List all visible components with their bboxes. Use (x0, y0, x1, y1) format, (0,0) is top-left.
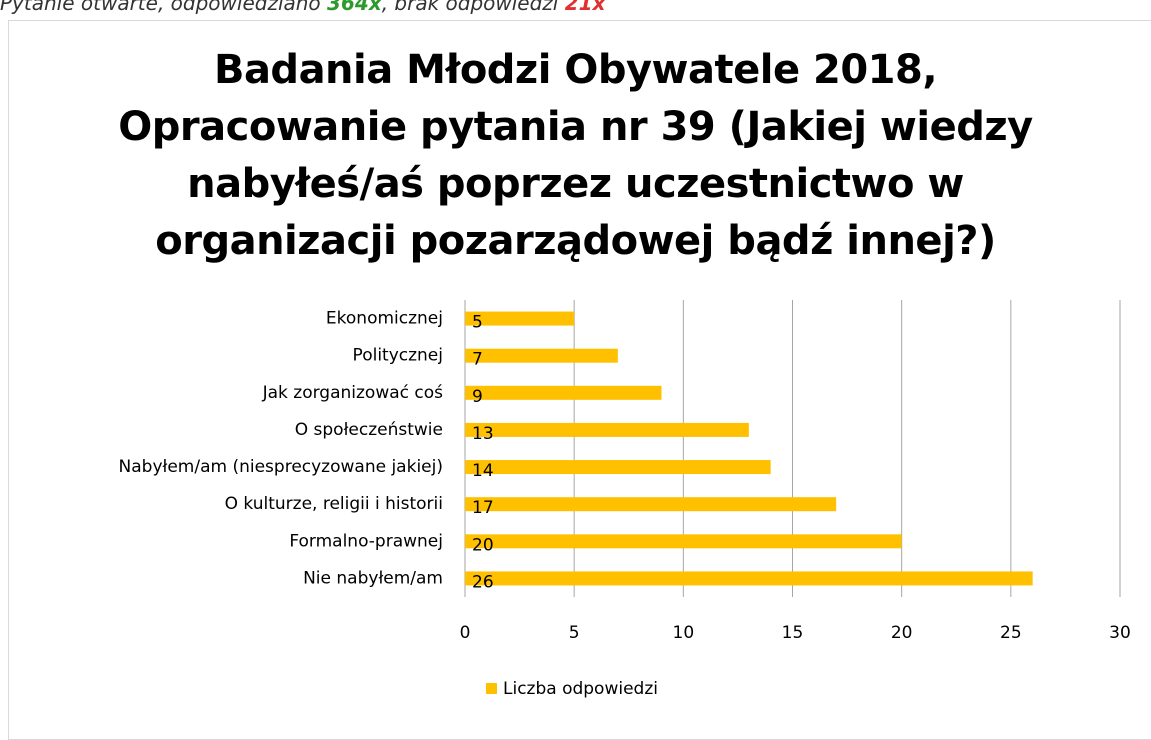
y-tick-label: Politycznej (353, 346, 443, 366)
y-tick-label: O kulturze, religii i historii (225, 494, 443, 514)
data-label: 20 (472, 535, 494, 555)
y-tick-label: Nabyłem/am (niesprecyzowane jakiej) (119, 457, 443, 477)
x-tick-label: 25 (1000, 623, 1022, 643)
data-label: 9 (472, 387, 483, 407)
bar (465, 571, 1033, 586)
bar (465, 460, 771, 475)
bar (465, 422, 749, 437)
y-tick-label: Ekonomicznej (326, 309, 443, 329)
legend-label: Liczba odpowiedzi (503, 679, 658, 699)
x-tick-label: 5 (569, 623, 580, 643)
note: Pytanie otwarte, odpowiedziano 364x, bra… (0, 0, 605, 15)
y-tick-label: O społeczeństwie (295, 420, 443, 440)
bar (465, 534, 902, 549)
note-text: , brak odpowiedzi (381, 0, 565, 15)
data-label: 7 (472, 350, 483, 370)
chart: 0 5 10 15 20 25 30 Ekonomicznej 5 Politycznej 7 Jak… (119, 300, 1131, 699)
data-label: 26 (472, 572, 494, 592)
answered: 364x (327, 0, 382, 15)
chart-title: Badania Młodzi Obywatele 2018, Opracowan… (118, 47, 1033, 264)
x-tick-label: 30 (1109, 623, 1131, 643)
bar (465, 348, 618, 363)
data-label: 17 (472, 498, 494, 518)
data-label: 14 (472, 461, 494, 481)
x-tick-label: 20 (891, 623, 913, 643)
x-tick-label: 10 (673, 623, 695, 643)
unanswered: 21x (564, 0, 606, 15)
data-label: 13 (472, 424, 494, 444)
note-text: Pytanie otwarte, odpowiedziano (0, 0, 328, 15)
bar (465, 385, 662, 400)
data-label: 5 (472, 313, 483, 333)
x-tick-label: 0 (460, 623, 471, 643)
y-tick-label: Jak zorganizować coś (262, 383, 444, 403)
bar (465, 311, 575, 326)
legend-swatch (486, 683, 497, 694)
y-tick-label: Formalno-prawnej (289, 531, 443, 551)
y-tick-label: Nie nabyłem/am (303, 568, 443, 588)
x-tick-label: 15 (782, 623, 804, 643)
bar (465, 497, 837, 512)
